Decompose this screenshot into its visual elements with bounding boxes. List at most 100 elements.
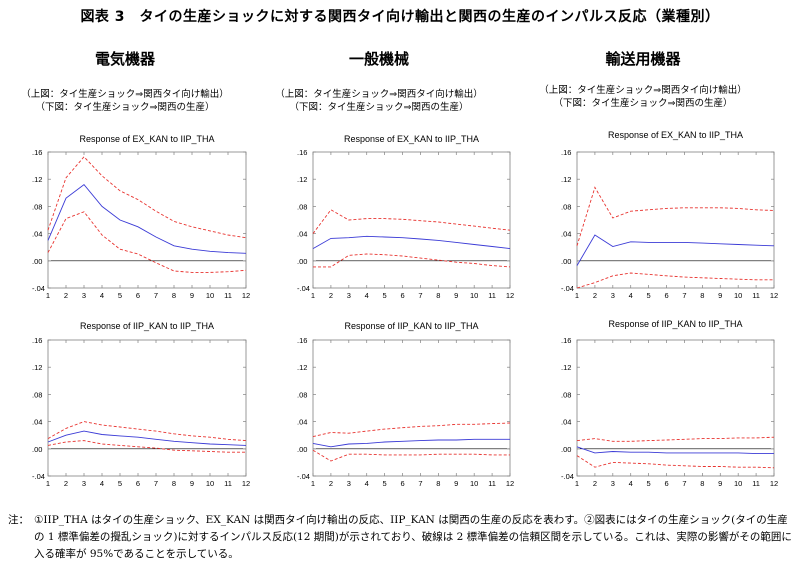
column-subtitle-bottom: （下図：タイ生産ショック⇒関西の生産） bbox=[553, 98, 733, 109]
x-tick-label: 12 bbox=[506, 479, 514, 488]
x-tick-label: 8 bbox=[436, 479, 440, 488]
column-subtitle-top: （上図：タイ生産ショック⇒関西タイ向け輸出） bbox=[21, 89, 229, 100]
x-tick-label: 11 bbox=[224, 479, 232, 488]
y-tick-label: .04 bbox=[561, 418, 571, 427]
column-subtitle-top: （上図：タイ生産ショック⇒関西タイ向け輸出） bbox=[539, 85, 747, 96]
lower-band-line bbox=[313, 253, 511, 268]
x-tick-label: 4 bbox=[365, 291, 369, 300]
x-tick-label: 10 bbox=[470, 291, 478, 300]
y-tick-label: -.04 bbox=[32, 284, 45, 293]
x-tick-label: 11 bbox=[488, 479, 496, 488]
x-tick-label: 9 bbox=[718, 479, 722, 488]
response-line bbox=[576, 446, 774, 455]
x-tick-label: 5 bbox=[383, 291, 387, 300]
x-tick-label: 6 bbox=[136, 291, 140, 300]
lower-band-line bbox=[576, 272, 774, 289]
y-tick-label: -.04 bbox=[297, 472, 310, 481]
y-tick-label: .00 bbox=[32, 445, 42, 454]
lower-band-line bbox=[576, 455, 775, 469]
x-tick-label: 6 bbox=[664, 291, 668, 300]
y-tick-label: .00 bbox=[297, 257, 307, 266]
column-heading-electrical: 電気機器 bbox=[94, 50, 155, 68]
column-subtitle-bottom: （下図：タイ生産ショック⇒関西の生産） bbox=[35, 102, 215, 113]
x-tick-label: 1 bbox=[311, 479, 315, 488]
response-line bbox=[312, 235, 511, 250]
y-tick-label: .04 bbox=[32, 230, 42, 239]
y-tick-label: .08 bbox=[297, 390, 307, 399]
upper-band-line bbox=[576, 436, 775, 442]
x-tick-label: 8 bbox=[700, 291, 704, 300]
y-tick-label: .12 bbox=[561, 175, 571, 184]
upper-band-line bbox=[312, 209, 511, 234]
chart-title: Response of IIP_KAN to IIP_THA bbox=[344, 321, 478, 331]
x-tick-label: 11 bbox=[752, 479, 760, 488]
x-tick-label: 8 bbox=[172, 291, 176, 300]
y-tick-label: -.04 bbox=[561, 472, 574, 481]
x-tick-label: 2 bbox=[329, 479, 333, 488]
footnote-label: 注： bbox=[8, 514, 29, 526]
x-tick-label: 7 bbox=[418, 291, 422, 300]
footnote-text: ①IIP_THA はタイの生産ショック、EX_KAN は関西タイ向け輸出の反応、… bbox=[34, 514, 792, 560]
x-tick-label: 4 bbox=[629, 291, 633, 300]
x-tick-label: 2 bbox=[593, 291, 597, 300]
x-tick-label: 4 bbox=[365, 479, 369, 488]
column-subtitle-bottom: （下図：タイ生産ショック⇒関西の生産） bbox=[289, 102, 469, 113]
lower-band-line bbox=[47, 211, 247, 273]
response-line bbox=[47, 430, 247, 446]
x-tick-label: 10 bbox=[734, 479, 742, 488]
y-tick-label: .12 bbox=[561, 363, 571, 372]
x-tick-label: 8 bbox=[172, 479, 176, 488]
lower-band-line bbox=[312, 449, 510, 462]
y-tick-label: .04 bbox=[561, 230, 571, 239]
plot-frame bbox=[312, 339, 511, 477]
x-tick-label: 5 bbox=[647, 291, 651, 300]
x-tick-label: 1 bbox=[575, 291, 579, 300]
x-tick-label: 11 bbox=[752, 291, 760, 300]
y-tick-label: .12 bbox=[32, 175, 42, 184]
x-tick-label: 7 bbox=[418, 479, 422, 488]
plot-frame bbox=[576, 339, 775, 477]
x-tick-label: 1 bbox=[311, 291, 315, 300]
response-line bbox=[312, 438, 510, 448]
plot-frame bbox=[47, 339, 247, 477]
chart-title: Response of IIP_KAN to IIP_THA bbox=[80, 321, 214, 331]
x-tick-label: 7 bbox=[154, 479, 158, 488]
chart-title: Response of IIP_KAN to IIP_THA bbox=[608, 319, 742, 329]
x-tick-label: 10 bbox=[734, 291, 742, 300]
y-tick-label: -.04 bbox=[561, 284, 574, 293]
y-tick-label: .08 bbox=[32, 202, 42, 211]
y-tick-label: .16 bbox=[297, 336, 307, 345]
x-tick-label: 7 bbox=[682, 479, 686, 488]
x-tick-label: 10 bbox=[470, 479, 478, 488]
y-tick-label: .12 bbox=[297, 363, 307, 372]
x-tick-label: 8 bbox=[700, 479, 704, 488]
x-tick-label: 9 bbox=[718, 291, 722, 300]
column-heading-transport: 輸送用機器 bbox=[605, 50, 681, 68]
x-tick-label: 6 bbox=[664, 479, 668, 488]
x-tick-label: 12 bbox=[506, 291, 514, 300]
impulse-response-charts: Response of EX_KAN to IIP_THA -.04 .00 .04.… bbox=[32, 130, 778, 488]
x-tick-label: 2 bbox=[593, 479, 597, 488]
x-tick-label: 9 bbox=[454, 291, 458, 300]
y-tick-label: .16 bbox=[32, 336, 42, 345]
y-tick-label: .16 bbox=[561, 336, 571, 345]
y-tick-label: .00 bbox=[561, 445, 571, 454]
x-tick-label: 9 bbox=[190, 479, 194, 488]
y-tick-label: .00 bbox=[32, 257, 42, 266]
y-tick-label: .16 bbox=[561, 148, 571, 157]
y-tick-label: .16 bbox=[32, 148, 42, 157]
footnote: 注： ①IIP_THA はタイの生産ショック、EX_KAN は関西タイ向け輸出の… bbox=[8, 512, 794, 563]
x-tick-label: 6 bbox=[400, 291, 404, 300]
y-tick-label: .04 bbox=[297, 230, 307, 239]
x-tick-label: 2 bbox=[64, 291, 68, 300]
x-tick-label: 3 bbox=[347, 291, 351, 300]
column-subtitle-top: （上図：タイ生産ショック⇒関西タイ向け輸出） bbox=[275, 89, 483, 100]
y-tick-label: .12 bbox=[32, 363, 42, 372]
x-tick-label: 1 bbox=[46, 479, 50, 488]
chart-title: Response of EX_KAN to IIP_THA bbox=[344, 134, 479, 144]
x-tick-label: 3 bbox=[82, 479, 86, 488]
y-tick-label: -.04 bbox=[297, 284, 310, 293]
chart-title: Response of EX_KAN to IIP_THA bbox=[79, 134, 214, 144]
x-tick-label: 7 bbox=[154, 291, 158, 300]
x-tick-label: 5 bbox=[118, 291, 122, 300]
